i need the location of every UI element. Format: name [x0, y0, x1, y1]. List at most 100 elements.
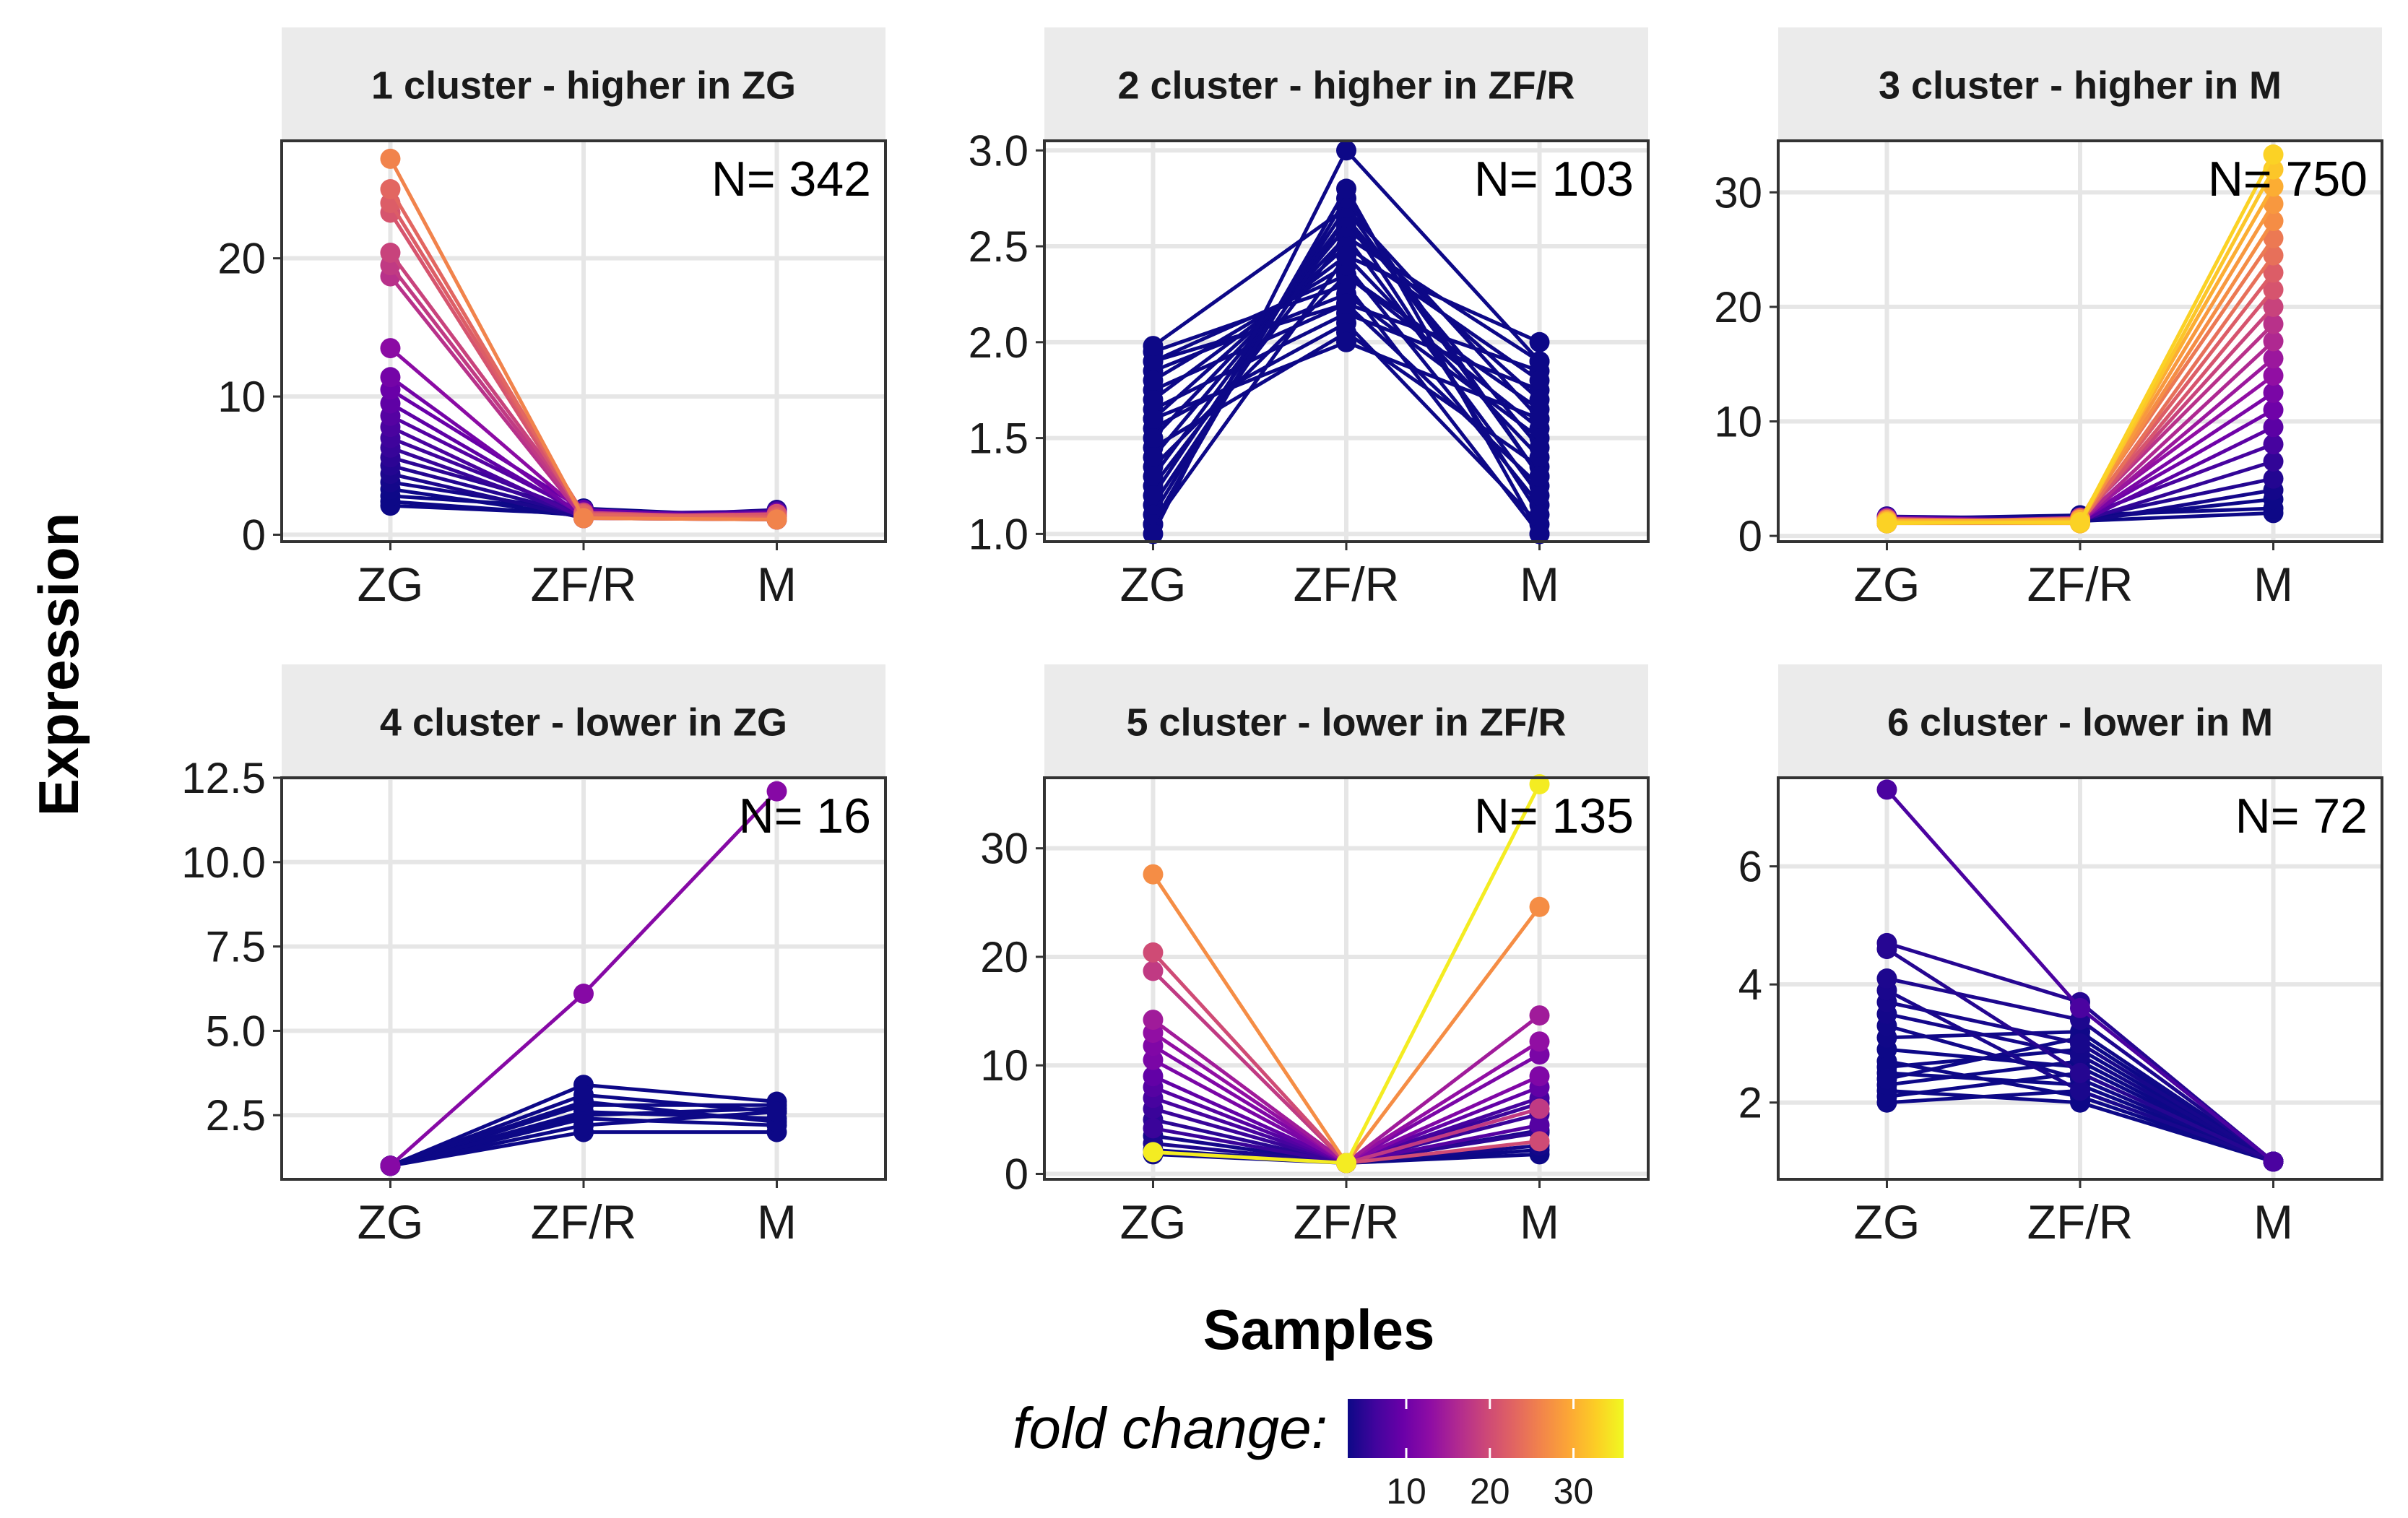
facet-panel-1: 1 cluster - higher in ZG 0 10 20 ZG ZF/R M N= 3… — [217, 27, 887, 611]
x-axis-title: Samples — [1203, 1298, 1435, 1361]
facet-panel-4: 4 cluster - lower in ZG 2.5 5.0 7.5 10.0 12.5… — [181, 664, 887, 1249]
data-point — [380, 179, 401, 199]
legend-title: fold change: — [1013, 1396, 1328, 1460]
data-point — [2263, 434, 2284, 455]
y-tick-label: 12.5 — [181, 754, 266, 802]
y-tick-label: 1.5 — [969, 415, 1028, 463]
y-tick-label: 7.5 — [206, 923, 266, 971]
data-point — [1143, 389, 1164, 410]
panel-border — [1043, 139, 1650, 543]
data-point — [2263, 331, 2284, 352]
y-tick-label: 3.0 — [969, 126, 1028, 175]
x-tick-label: ZG — [1854, 1195, 1920, 1249]
y-tick-label: 6 — [1738, 843, 1762, 891]
y-tick-label: 20 — [1714, 283, 1762, 331]
data-point — [2263, 296, 2284, 317]
facet-title: 1 cluster - higher in ZG — [371, 64, 796, 108]
y-tick-label: 0 — [1005, 1150, 1028, 1198]
data-point — [1143, 864, 1164, 885]
cluster-count: N= 342 — [711, 152, 871, 207]
data-point — [766, 509, 787, 530]
data-point — [1529, 437, 1550, 458]
facet-strip — [1044, 664, 1648, 778]
data-point — [1143, 1010, 1164, 1031]
y-tick-label: 30 — [1714, 168, 1762, 217]
data-point — [1143, 409, 1164, 429]
data-point — [1143, 1066, 1164, 1087]
data-point — [2263, 417, 2284, 438]
x-tick-label: ZF/R — [2027, 1195, 2134, 1249]
data-point — [1529, 1098, 1550, 1119]
facet-strip — [1778, 664, 2382, 778]
x-tick-label: ZG — [358, 1195, 424, 1249]
facet-strip — [282, 664, 885, 778]
facet-panel-5: 5 cluster - lower in ZF/R 0 10 20 30 ZG ZF/R M N… — [980, 664, 1650, 1249]
x-tick-label: M — [1520, 558, 1559, 611]
facet-panels: 1 cluster - higher in ZG 0 10 20 ZG ZF/R M N= 3… — [181, 27, 2383, 1249]
data-point — [2263, 313, 2284, 334]
data-point — [2263, 399, 2284, 420]
data-point — [766, 1101, 787, 1122]
facet-title: 2 cluster - higher in ZF/R — [1117, 64, 1575, 108]
data-point — [2263, 245, 2284, 266]
facet-title: 5 cluster - lower in ZF/R — [1126, 701, 1566, 745]
panel-border — [1777, 776, 2383, 1181]
panel-border — [1043, 776, 1650, 1181]
facet-strip — [1044, 27, 1648, 141]
y-tick-label: 4 — [1738, 960, 1762, 1009]
x-tick-label: ZF/R — [531, 1195, 637, 1249]
y-tick-label: 10 — [1714, 398, 1762, 446]
y-tick-label: 10 — [980, 1041, 1028, 1090]
data-point — [1143, 466, 1164, 487]
x-tick-label: ZF/R — [2027, 558, 2134, 611]
data-point — [1143, 942, 1164, 963]
data-point — [1143, 1118, 1164, 1139]
y-tick-label: 20 — [980, 933, 1028, 981]
data-point — [573, 508, 594, 529]
data-point — [2263, 279, 2284, 300]
data-point — [2263, 348, 2284, 369]
x-tick-label: M — [1520, 1195, 1559, 1249]
data-point — [1143, 524, 1164, 545]
y-tick-label: 0 — [242, 511, 266, 559]
data-point — [1529, 370, 1550, 391]
cluster-count: N= 72 — [2235, 789, 2368, 843]
legend-tick-label: 10 — [1386, 1471, 1426, 1512]
data-point — [2263, 365, 2284, 386]
legend-colorbar — [1348, 1399, 1624, 1458]
data-point — [1529, 896, 1550, 917]
x-tick-label: ZG — [358, 558, 424, 611]
data-point — [1336, 331, 1356, 352]
y-tick-label: 0 — [1738, 512, 1762, 560]
x-tick-label: ZF/R — [1294, 1195, 1400, 1249]
data-point — [1529, 1131, 1550, 1152]
data-point — [380, 367, 401, 388]
data-point — [380, 338, 401, 359]
data-point — [1529, 389, 1550, 410]
data-point — [573, 1085, 594, 1106]
panel-border — [280, 776, 887, 1181]
x-tick-label: M — [757, 558, 797, 611]
x-tick-label: ZG — [1120, 1195, 1187, 1249]
data-point — [380, 148, 401, 169]
data-point — [1143, 485, 1164, 506]
x-tick-label: M — [2253, 1195, 2293, 1249]
y-tick-label: 2.0 — [969, 318, 1028, 367]
facet-panel-2: 2 cluster - higher in ZF/R 1.0 1.5 2.0 2.5 3.… — [969, 27, 1650, 611]
data-point — [1143, 960, 1164, 981]
panel-border — [280, 139, 887, 543]
data-point — [1143, 1142, 1164, 1163]
data-point — [2263, 382, 2284, 403]
data-point — [1529, 351, 1550, 372]
data-point — [1876, 1069, 1897, 1089]
data-point — [1529, 524, 1550, 545]
data-point — [1336, 293, 1356, 314]
y-tick-label: 2.5 — [206, 1091, 266, 1140]
x-tick-label: ZF/R — [531, 558, 637, 611]
cluster-count: N= 103 — [1474, 152, 1634, 207]
legend-ticks: 10 20 30 — [1386, 1399, 1593, 1512]
data-point — [2263, 227, 2284, 248]
data-point — [766, 781, 787, 802]
data-point — [1143, 370, 1164, 391]
cluster-count: N= 750 — [2208, 152, 2368, 207]
